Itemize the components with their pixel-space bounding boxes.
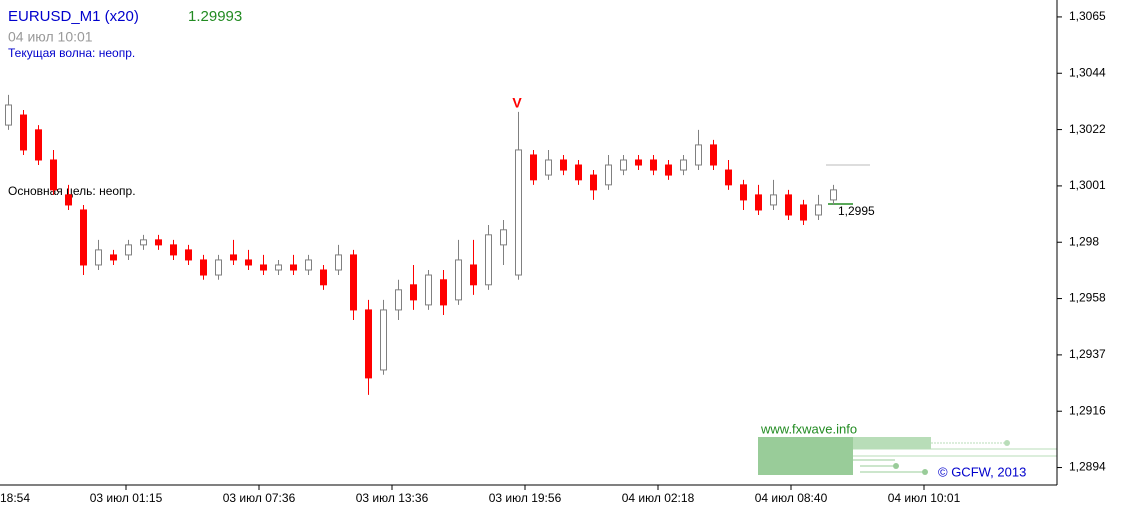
- candle-body: [215, 259, 222, 276]
- candle-body: [485, 234, 492, 286]
- x-tick-label: 03 июл 01:15: [90, 491, 163, 505]
- candle-body: [290, 264, 297, 271]
- current-price: 1.29993: [188, 8, 242, 25]
- candle-body: [95, 249, 102, 266]
- candle-body: [635, 159, 642, 166]
- candle-body: [830, 189, 837, 201]
- candle-body: [560, 159, 567, 171]
- candle-body: [455, 259, 462, 301]
- candle-body: [140, 239, 147, 246]
- candle-body: [500, 229, 507, 246]
- x-tick-label: 18:54: [0, 491, 30, 505]
- wave-status: Текущая волна: неопр.: [8, 46, 135, 60]
- candle-body: [5, 104, 12, 126]
- candle-body: [155, 239, 162, 246]
- candle-body: [800, 204, 807, 221]
- candle-body: [710, 144, 717, 166]
- candle-body: [65, 194, 72, 206]
- candle-body: [110, 254, 117, 261]
- candle-body: [20, 114, 27, 151]
- candle-body: [590, 174, 597, 191]
- candle-body: [785, 194, 792, 216]
- y-tick-label: 1,2916: [1069, 403, 1106, 417]
- candle-body: [230, 254, 237, 261]
- candle-body: [320, 269, 327, 286]
- candle-body: [245, 259, 252, 266]
- candle-body: [770, 194, 777, 206]
- candle-body: [470, 264, 477, 286]
- candle-body: [575, 164, 582, 181]
- x-tick-label: 03 июл 19:56: [489, 491, 562, 505]
- candle-body: [125, 244, 132, 256]
- price-label: 1,2995: [838, 204, 875, 218]
- candle-body: [200, 259, 207, 276]
- candle-body: [815, 204, 822, 216]
- x-tick-label: 03 июл 07:36: [223, 491, 296, 505]
- title: EURUSD_M1 (x20): [8, 8, 139, 25]
- date: 04 июл 10:01: [8, 29, 93, 45]
- candle-body: [260, 264, 267, 271]
- candle-body: [305, 259, 312, 271]
- candle-body: [725, 169, 732, 186]
- candle-body: [650, 159, 657, 171]
- candle-body: [530, 154, 537, 181]
- candle-body: [380, 309, 387, 371]
- candle-body: [395, 289, 402, 311]
- y-tick-label: 1,2894: [1069, 460, 1106, 474]
- x-tick-label: 04 июл 10:01: [888, 491, 961, 505]
- x-tick-label: 04 июл 08:40: [755, 491, 828, 505]
- x-tick-label: 04 июл 02:18: [622, 491, 695, 505]
- x-tick-label: 03 июл 13:36: [356, 491, 429, 505]
- candle-body: [515, 149, 522, 276]
- candle-body: [425, 274, 432, 306]
- candle-body: [545, 159, 552, 176]
- y-tick-label: 1,2937: [1069, 347, 1106, 361]
- logo: [758, 437, 1057, 475]
- y-tick-label: 1,2958: [1069, 291, 1106, 305]
- y-tick-label: 1,3044: [1069, 65, 1106, 79]
- candle-body: [620, 159, 627, 171]
- y-tick-label: 1,3001: [1069, 178, 1106, 192]
- candle-body: [605, 164, 612, 186]
- candle-body: [365, 309, 372, 379]
- candle-body: [755, 194, 762, 211]
- candle-body: [350, 254, 357, 311]
- copyright: © GCFW, 2013: [938, 464, 1026, 479]
- candle-body: [50, 159, 57, 191]
- y-tick-label: 1,3065: [1069, 9, 1106, 23]
- y-tick-label: 1,3022: [1069, 122, 1106, 136]
- candle-body: [410, 284, 417, 301]
- candle-body: [440, 279, 447, 306]
- candle-body: [695, 144, 702, 166]
- target-status: Основная цель: неопр.: [8, 184, 136, 198]
- candle-body: [680, 159, 687, 171]
- candle-body: [275, 264, 282, 271]
- candle-body: [740, 184, 747, 201]
- y-tick-label: 1,298: [1069, 234, 1099, 248]
- candle-body: [335, 254, 342, 271]
- wave-marker: V: [512, 95, 522, 111]
- candle-body: [665, 164, 672, 176]
- site-link: www.fxwave.info: [760, 421, 857, 436]
- candle-body: [185, 249, 192, 261]
- candle-body: [80, 209, 87, 266]
- candle-body: [35, 129, 42, 161]
- candle-body: [170, 244, 177, 256]
